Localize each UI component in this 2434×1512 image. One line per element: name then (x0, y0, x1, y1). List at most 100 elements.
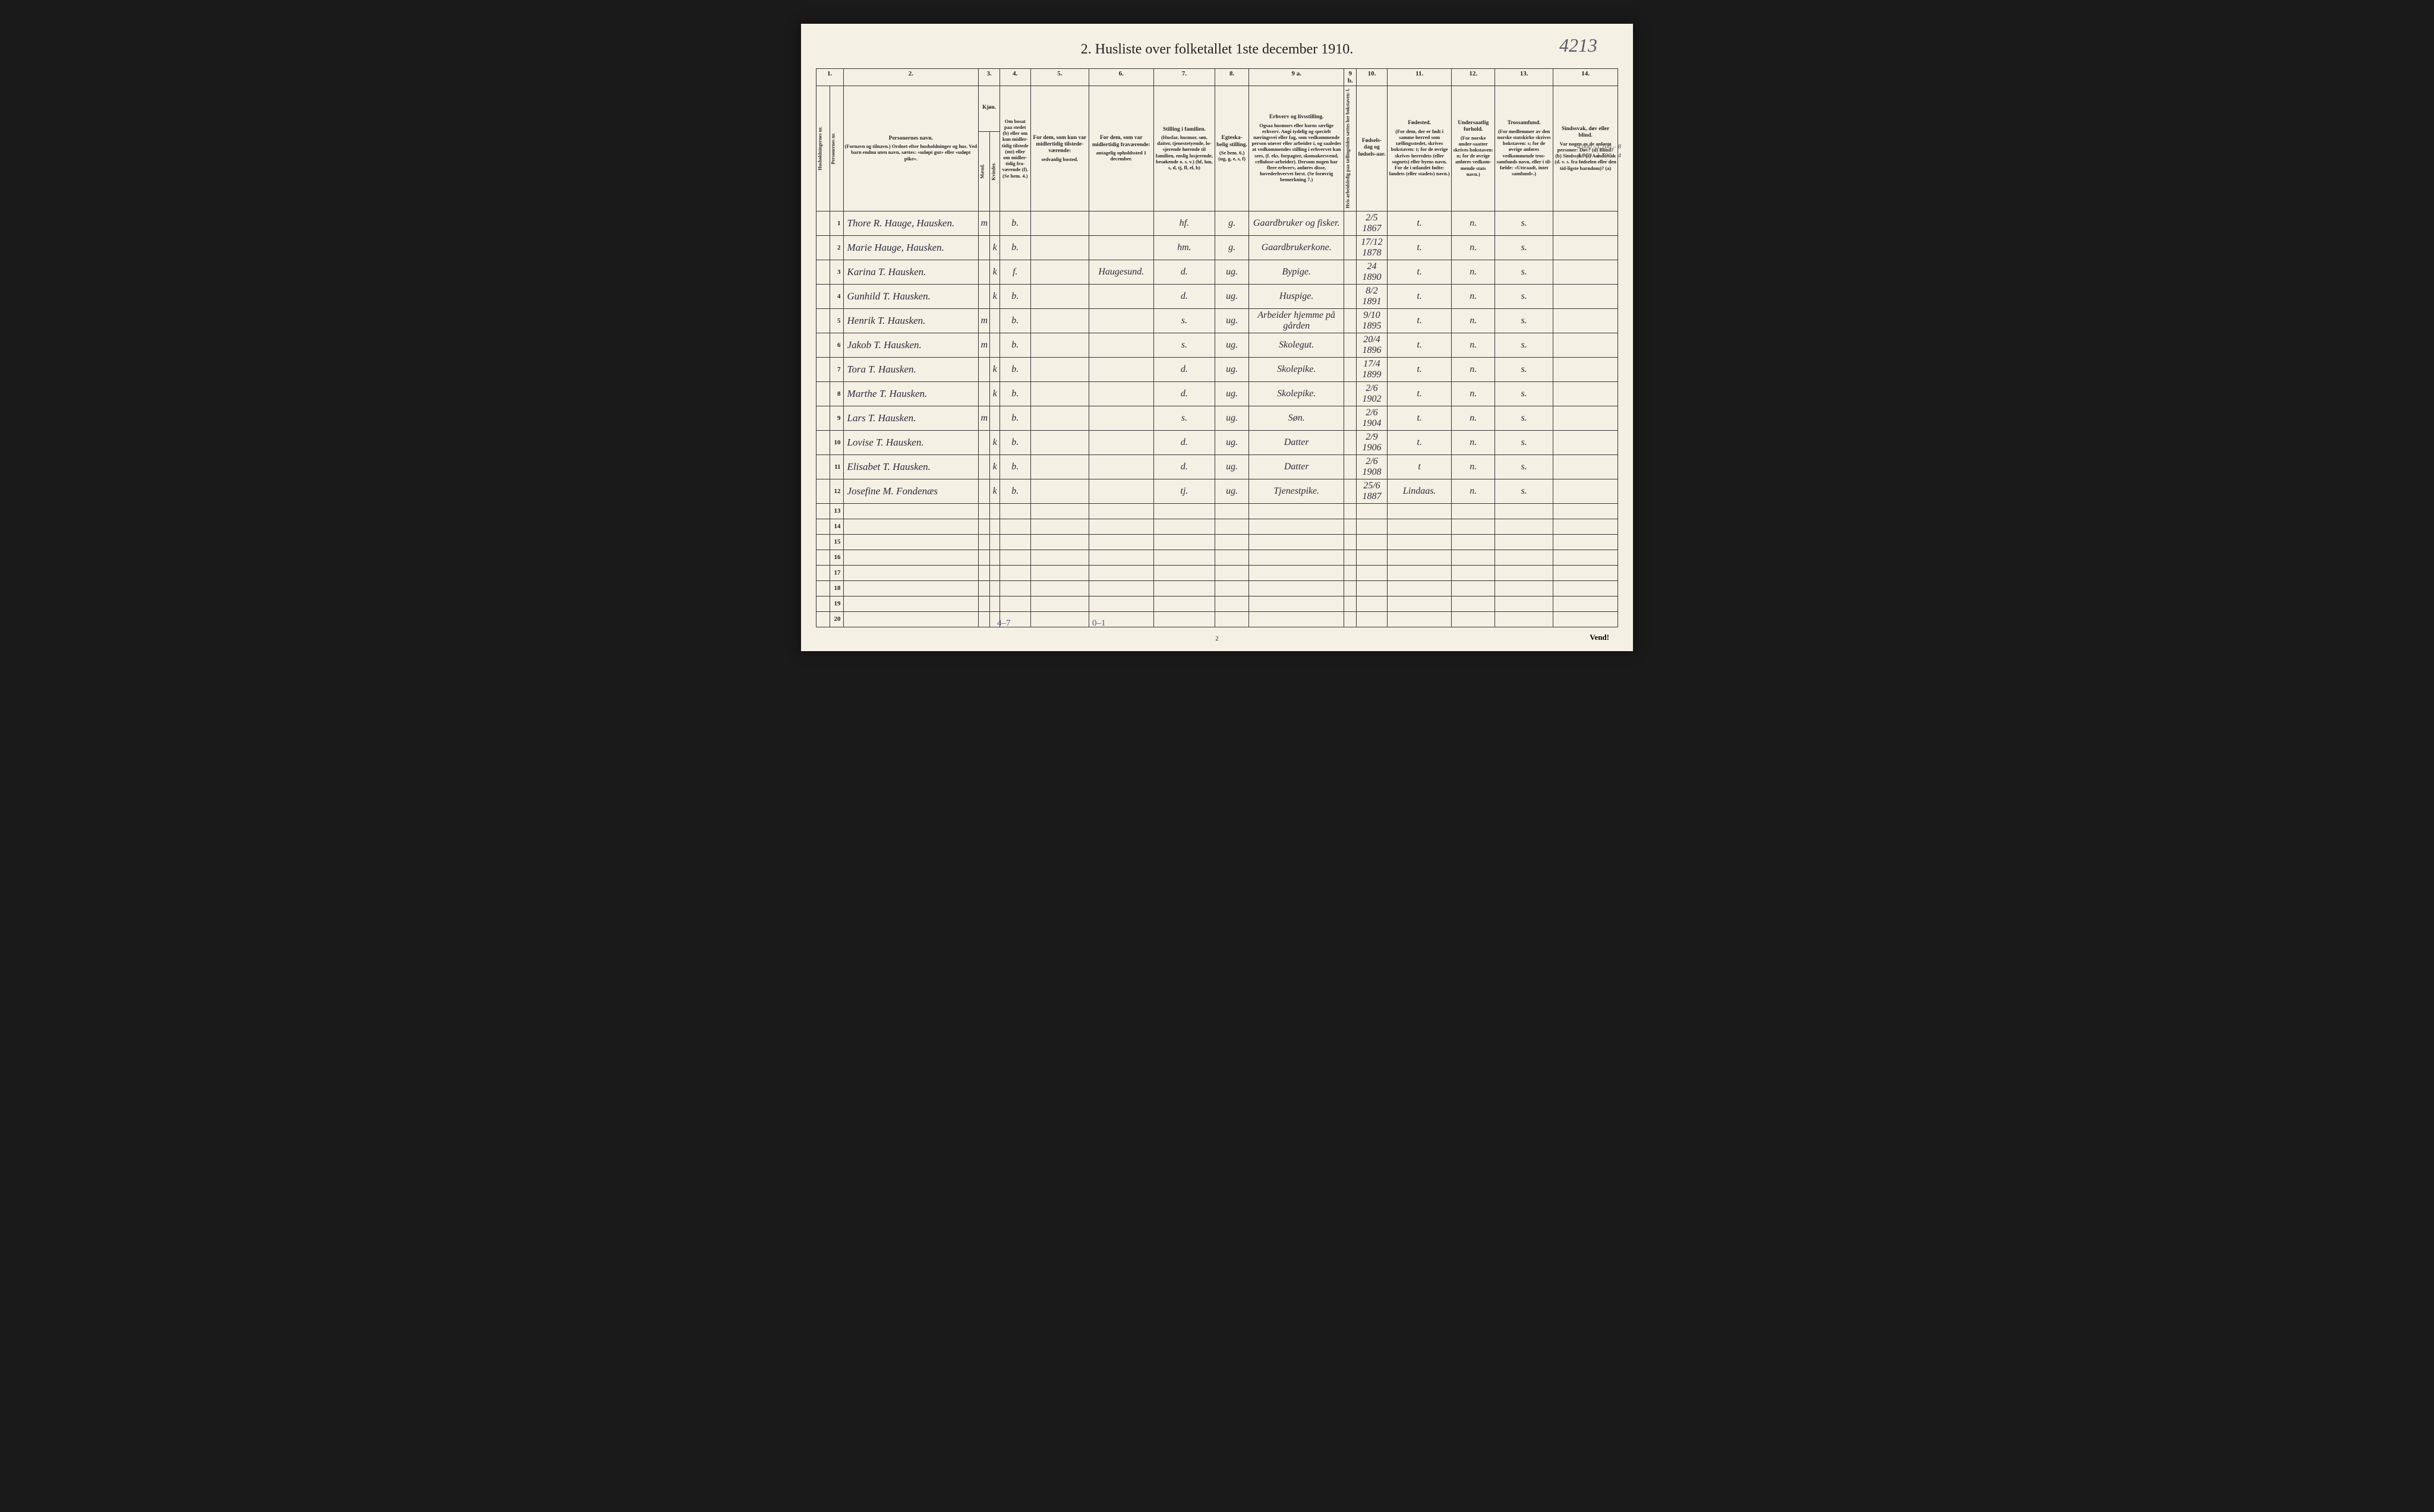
unemployed-cell (1344, 381, 1357, 406)
religion-cell (1495, 596, 1553, 611)
absent-cell (1089, 211, 1153, 235)
away-cell (1030, 430, 1089, 454)
disability-cell (1553, 406, 1618, 430)
household-cell (816, 357, 830, 381)
colnum-9b: 9 b. (1344, 69, 1357, 86)
absent-cell: Haugesund. (1089, 260, 1153, 284)
header-temp-main: For dem, som kun var midlertidig tilsted… (1032, 135, 1087, 155)
nationality-cell: n. (1452, 333, 1495, 357)
disability-cell (1553, 519, 1618, 534)
residence-cell (1000, 534, 1030, 550)
birthplace-cell: t. (1387, 211, 1452, 235)
name-cell: Lars T. Hausken. (843, 406, 979, 430)
away-cell (1030, 211, 1089, 235)
margin-note-1: 4.000 –1.700 – 8 (1577, 143, 1621, 151)
unemployed-cell (1344, 503, 1357, 519)
occupation-cell: Datter (1249, 454, 1344, 479)
religion-cell (1495, 503, 1553, 519)
person-nr-cell: 9 (830, 406, 843, 430)
sex-k-cell (990, 308, 1000, 333)
unemployed-cell (1344, 284, 1357, 308)
religion-cell: s. (1495, 235, 1553, 260)
person-nr-cell: 6 (830, 333, 843, 357)
disability-cell (1553, 454, 1618, 479)
colnum-12: 12. (1452, 69, 1495, 86)
table-row: 9Lars T. Hausken.mb.s.ug.Søn.2/6 1904t.n… (816, 406, 1618, 430)
header-temp-sub: sedvanlig bosted. (1041, 156, 1078, 162)
person-nr-cell: 18 (830, 580, 843, 596)
header-sex-main: Kjøn. (980, 105, 998, 111)
absent-cell (1089, 308, 1153, 333)
disability-cell (1553, 479, 1618, 503)
table-row: 10Lovise T. Hausken.kb.d.ug.Datter2/9 19… (816, 430, 1618, 454)
away-cell (1030, 260, 1089, 284)
unemployed-cell (1344, 406, 1357, 430)
header-mar-sub: (Se bem. 6.) (ug, g, e, s, f) (1218, 150, 1246, 162)
birthplace-cell: t. (1387, 284, 1452, 308)
residence-cell (1000, 580, 1030, 596)
residence-cell (1000, 565, 1030, 580)
table-row: 16 (816, 550, 1618, 565)
sex-k-cell (990, 596, 1000, 611)
birthplace-cell: t. (1387, 381, 1452, 406)
sex-m-cell (979, 550, 990, 565)
household-cell (816, 406, 830, 430)
religion-cell (1495, 519, 1553, 534)
sex-k-cell (990, 534, 1000, 550)
sex-m-cell (979, 235, 990, 260)
unemployed-cell (1344, 580, 1357, 596)
absent-cell (1089, 580, 1153, 596)
disability-cell (1553, 381, 1618, 406)
sex-m-cell (979, 454, 990, 479)
family-cell (1153, 611, 1215, 627)
religion-cell (1495, 611, 1553, 627)
family-cell: d. (1153, 454, 1215, 479)
family-cell (1153, 550, 1215, 565)
religion-cell (1495, 534, 1553, 550)
sex-k-cell: k (990, 235, 1000, 260)
sex-k-cell: k (990, 381, 1000, 406)
colnum-7: 7. (1153, 69, 1215, 86)
table-row: 18 (816, 580, 1618, 596)
occupation-cell (1249, 550, 1344, 565)
nationality-cell: n. (1452, 284, 1495, 308)
birthdate-cell: 20/4 1896 (1357, 333, 1388, 357)
sex-k-cell (990, 503, 1000, 519)
occupation-cell: Arbeider hjemme på gården (1249, 308, 1344, 333)
birthplace-cell (1387, 503, 1452, 519)
name-cell: Josefine M. Fondenæs (843, 479, 979, 503)
marital-cell: ug. (1215, 406, 1249, 430)
name-cell (843, 596, 979, 611)
unemployed-cell (1344, 260, 1357, 284)
marital-cell: ug. (1215, 454, 1249, 479)
household-cell (816, 519, 830, 534)
occupation-cell (1249, 503, 1344, 519)
household-cell (816, 211, 830, 235)
residence-cell: b. (1000, 211, 1030, 235)
household-cell (816, 479, 830, 503)
household-cell (816, 503, 830, 519)
person-nr-cell: 19 (830, 596, 843, 611)
unemployed-cell (1344, 519, 1357, 534)
sex-k-cell (990, 580, 1000, 596)
occupation-cell: Huspige. (1249, 284, 1344, 308)
person-nr-cell: 14 (830, 519, 843, 534)
table-row: 13 (816, 503, 1618, 519)
unemployed-cell (1344, 333, 1357, 357)
sex-m-cell (979, 503, 990, 519)
residence-cell: b. (1000, 479, 1030, 503)
name-cell: Jakob T. Hausken. (843, 333, 979, 357)
residence-cell: b. (1000, 308, 1030, 333)
away-cell (1030, 580, 1089, 596)
table-row: 4Gunhild T. Hausken.kb.d.ug.Huspige.8/2 … (816, 284, 1618, 308)
header-born-main: Fødsels-dag og fødsels-aar. (1358, 138, 1386, 158)
header-unemployed: Hvis arbeidsledig paa tællingstiden sætt… (1344, 86, 1357, 212)
header-female: Kvinder. (990, 132, 1000, 211)
person-nr-cell: 4 (830, 284, 843, 308)
marital-cell: ug. (1215, 479, 1249, 503)
birthdate-cell: 2/5 1867 (1357, 211, 1388, 235)
person-nr-cell: 8 (830, 381, 843, 406)
marital-cell: ug. (1215, 260, 1249, 284)
away-cell (1030, 596, 1089, 611)
header-abs-main: For dem, som var midlertidig fraværende: (1090, 135, 1152, 149)
